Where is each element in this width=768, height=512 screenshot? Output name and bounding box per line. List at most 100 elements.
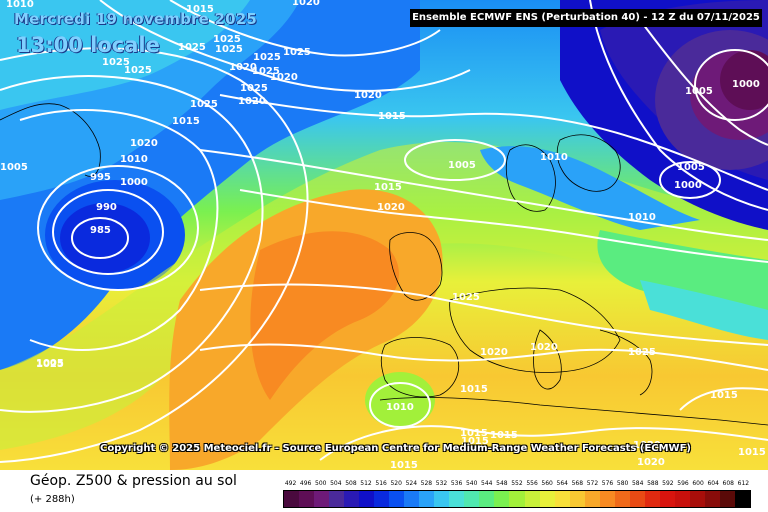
legend-value-label: 504 xyxy=(330,480,342,487)
isobar-label: 1005 xyxy=(685,86,713,97)
legend-swatch xyxy=(554,491,570,507)
legend-swatch xyxy=(674,491,690,507)
isobar-label: 1015 xyxy=(460,428,488,439)
isobar-label: 1015 xyxy=(374,182,402,193)
isobar-label: 1005 xyxy=(448,160,476,171)
isobar-985 xyxy=(71,217,129,259)
legend-swatch xyxy=(449,491,465,507)
isobar-1015-south xyxy=(319,425,768,461)
legend-value-label: 612 xyxy=(737,480,750,487)
legend-swatch xyxy=(404,491,420,507)
greenland-coast xyxy=(0,103,101,177)
isobar-label: 1010 xyxy=(120,154,148,165)
legend-value-label: 516 xyxy=(375,480,387,487)
isobar-label: 1025 xyxy=(240,83,268,94)
legend-value-label: 532 xyxy=(435,480,448,487)
legend-color-swatches xyxy=(283,490,751,508)
isobar-label: 1025 xyxy=(178,42,206,53)
legend-value-label: 536 xyxy=(450,480,463,487)
legend-swatch xyxy=(509,491,525,507)
isobar-label: 1010 xyxy=(6,0,34,10)
balkans-coast xyxy=(599,329,653,396)
north-sea-band xyxy=(480,146,700,230)
isobar-1020-south xyxy=(199,343,768,371)
isobar-1000-east xyxy=(659,161,721,199)
legend-value-label: 560 xyxy=(541,480,553,487)
isobar-label: 1020 xyxy=(292,0,320,8)
isobar-label: 1020 xyxy=(354,90,382,101)
isobar-label: 1025 xyxy=(213,34,241,45)
cold-airmass-arctic xyxy=(0,0,250,110)
legend-swatch xyxy=(689,491,705,507)
isobar-label: 1015 xyxy=(461,436,489,447)
isobar-label: 1000 xyxy=(674,180,702,191)
legend-value-label: 544 xyxy=(481,480,493,487)
isobar-label: 1025 xyxy=(452,292,480,303)
isobar-label: 1020 xyxy=(480,347,508,358)
isobar-label: 1025 xyxy=(190,99,218,110)
isobar-label: 995 xyxy=(90,172,111,183)
legend-value-label: 520 xyxy=(390,480,402,487)
isobar-label: 1000 xyxy=(732,79,760,90)
legend-swatch xyxy=(569,491,585,507)
isobar-label: 1015 xyxy=(378,111,406,122)
isobar-label: 1020 xyxy=(238,96,266,107)
legend-value-label: 512 xyxy=(360,480,372,487)
legend-swatch xyxy=(479,491,495,507)
isobar-label: 1025 xyxy=(124,65,152,76)
copyright-notice: Copyright © 2025 Meteociel.fr - Source E… xyxy=(100,443,691,454)
isobar-1015-north-atlantic xyxy=(199,149,768,241)
isobar-label: 1020 xyxy=(229,62,257,73)
isobar-1025-europe xyxy=(199,283,768,346)
legend-value-label: 572 xyxy=(586,480,599,487)
isobar-label: 985 xyxy=(90,225,111,236)
mid-band-green xyxy=(0,141,768,450)
legend-value-label: 580 xyxy=(616,480,629,487)
legend-swatch xyxy=(704,491,720,507)
legend-swatch xyxy=(284,491,300,507)
isobar-1015-east xyxy=(679,387,768,411)
isobar-1025-north xyxy=(169,0,441,57)
baltic-coast xyxy=(556,134,621,192)
legend-value-label: 604 xyxy=(707,480,719,487)
isobar-label: 1015 xyxy=(460,384,488,395)
isobar-label: 1005 xyxy=(36,358,64,369)
legend-swatch xyxy=(614,491,630,507)
isobar-1010-northeast xyxy=(589,0,768,211)
isobar-label: 1025 xyxy=(283,47,311,58)
model-run-info: Ensemble ECMWF ENS (Perturbation 40) - 1… xyxy=(410,9,762,27)
isobar-1020-north xyxy=(99,0,471,92)
product-title: Géop. Z500 & pression au sol xyxy=(30,473,237,489)
legend-value-label: 608 xyxy=(722,480,734,487)
map-canvas: 1010 1015 1020 1025 1025 1025 1025 1025 … xyxy=(0,0,768,470)
legend-value-label: 548 xyxy=(496,480,508,487)
legend-swatch xyxy=(329,491,345,507)
iberia-cutoff xyxy=(365,372,435,428)
legend-value-label: 556 xyxy=(526,480,538,487)
scandinavia-coast xyxy=(505,144,556,212)
isobar-label: 1010 xyxy=(540,152,568,163)
isobar-1005-north-sea xyxy=(404,139,506,181)
legend-value-label: 588 xyxy=(647,480,659,487)
legend-value-label: 540 xyxy=(465,480,478,487)
isobar-label: 1005 xyxy=(677,162,705,173)
isobar-label: 1025 xyxy=(628,347,656,358)
british-isles-coast xyxy=(389,232,443,301)
isobar-label: 1005 xyxy=(0,162,28,173)
isobar-1000-northeast xyxy=(694,49,768,121)
map-footer: Géop. Z500 & pression au sol (+ 288h) 49… xyxy=(0,470,768,512)
isobar-label: 1020 xyxy=(270,72,298,83)
legend-value-label: 596 xyxy=(677,480,689,487)
legend-swatch xyxy=(389,491,405,507)
legend-swatch xyxy=(599,491,615,507)
legend-swatch xyxy=(584,491,600,507)
legend-swatch xyxy=(314,491,330,507)
forecast-date: Mercredi 19 novembre 2025 xyxy=(14,10,258,28)
coastlines xyxy=(0,103,768,426)
isobar-1010-west xyxy=(0,75,264,413)
italy-coast xyxy=(533,329,562,390)
eastern-europe-cyan xyxy=(640,280,768,340)
legend-swatch xyxy=(494,491,510,507)
iberia-coast xyxy=(380,337,459,398)
